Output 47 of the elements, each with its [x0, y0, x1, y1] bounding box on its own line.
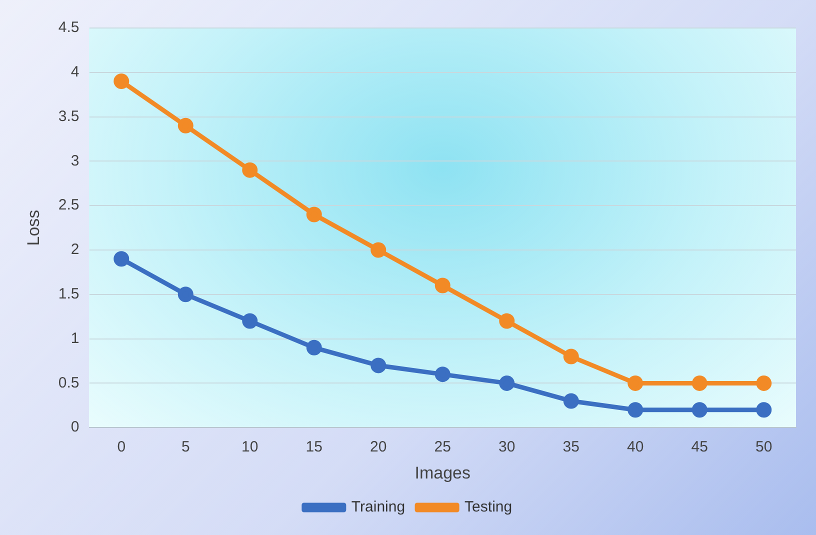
y-tick-label: 0 [70, 418, 80, 436]
point [499, 375, 515, 391]
point [370, 358, 386, 374]
point [499, 313, 515, 329]
y-tick-label: 1 [70, 330, 80, 347]
point [242, 162, 258, 178]
y-tick-label: 3.5 [58, 108, 80, 125]
point [628, 402, 644, 418]
legend-label: Training [351, 498, 406, 516]
point [306, 340, 322, 356]
point [178, 286, 194, 302]
point [114, 251, 130, 267]
y-axis-title: Loss [24, 210, 43, 246]
point [563, 393, 579, 409]
point [242, 313, 258, 329]
x-tick-label: 40 [627, 438, 644, 456]
point [306, 206, 322, 222]
point [563, 348, 579, 364]
x-tick-label: 5 [181, 438, 190, 456]
x-tick-label: 20 [370, 438, 387, 456]
point [756, 402, 772, 418]
point [370, 242, 386, 258]
x-tick-label: 50 [756, 438, 772, 456]
point [692, 375, 708, 391]
x-tick-label: 30 [498, 438, 516, 456]
point [692, 402, 708, 418]
legend-label: Testing [464, 498, 512, 516]
point [628, 375, 644, 391]
y-tick-label: 1.5 [58, 286, 80, 303]
y-tick-label: 0.5 [58, 374, 80, 392]
y-tick-label: 4.5 [58, 19, 80, 36]
point [756, 375, 772, 391]
point [434, 278, 450, 294]
y-tick-label: 2 [70, 241, 80, 258]
x-tick-label: 0 [117, 438, 126, 456]
x-tick-label: 15 [306, 438, 322, 456]
y-tick-label: 4 [70, 64, 80, 81]
x-tick-label: 10 [242, 438, 258, 456]
x-tick-label: 25 [434, 438, 451, 456]
x-axis-title: Images [414, 463, 470, 482]
x-tick-label: 35 [562, 438, 580, 456]
x-tick-label: 45 [691, 438, 708, 456]
point [434, 366, 450, 382]
point [178, 118, 194, 134]
y-tick-label: 3 [70, 152, 80, 170]
point [114, 74, 130, 90]
y-tick-label: 2.5 [58, 196, 80, 214]
